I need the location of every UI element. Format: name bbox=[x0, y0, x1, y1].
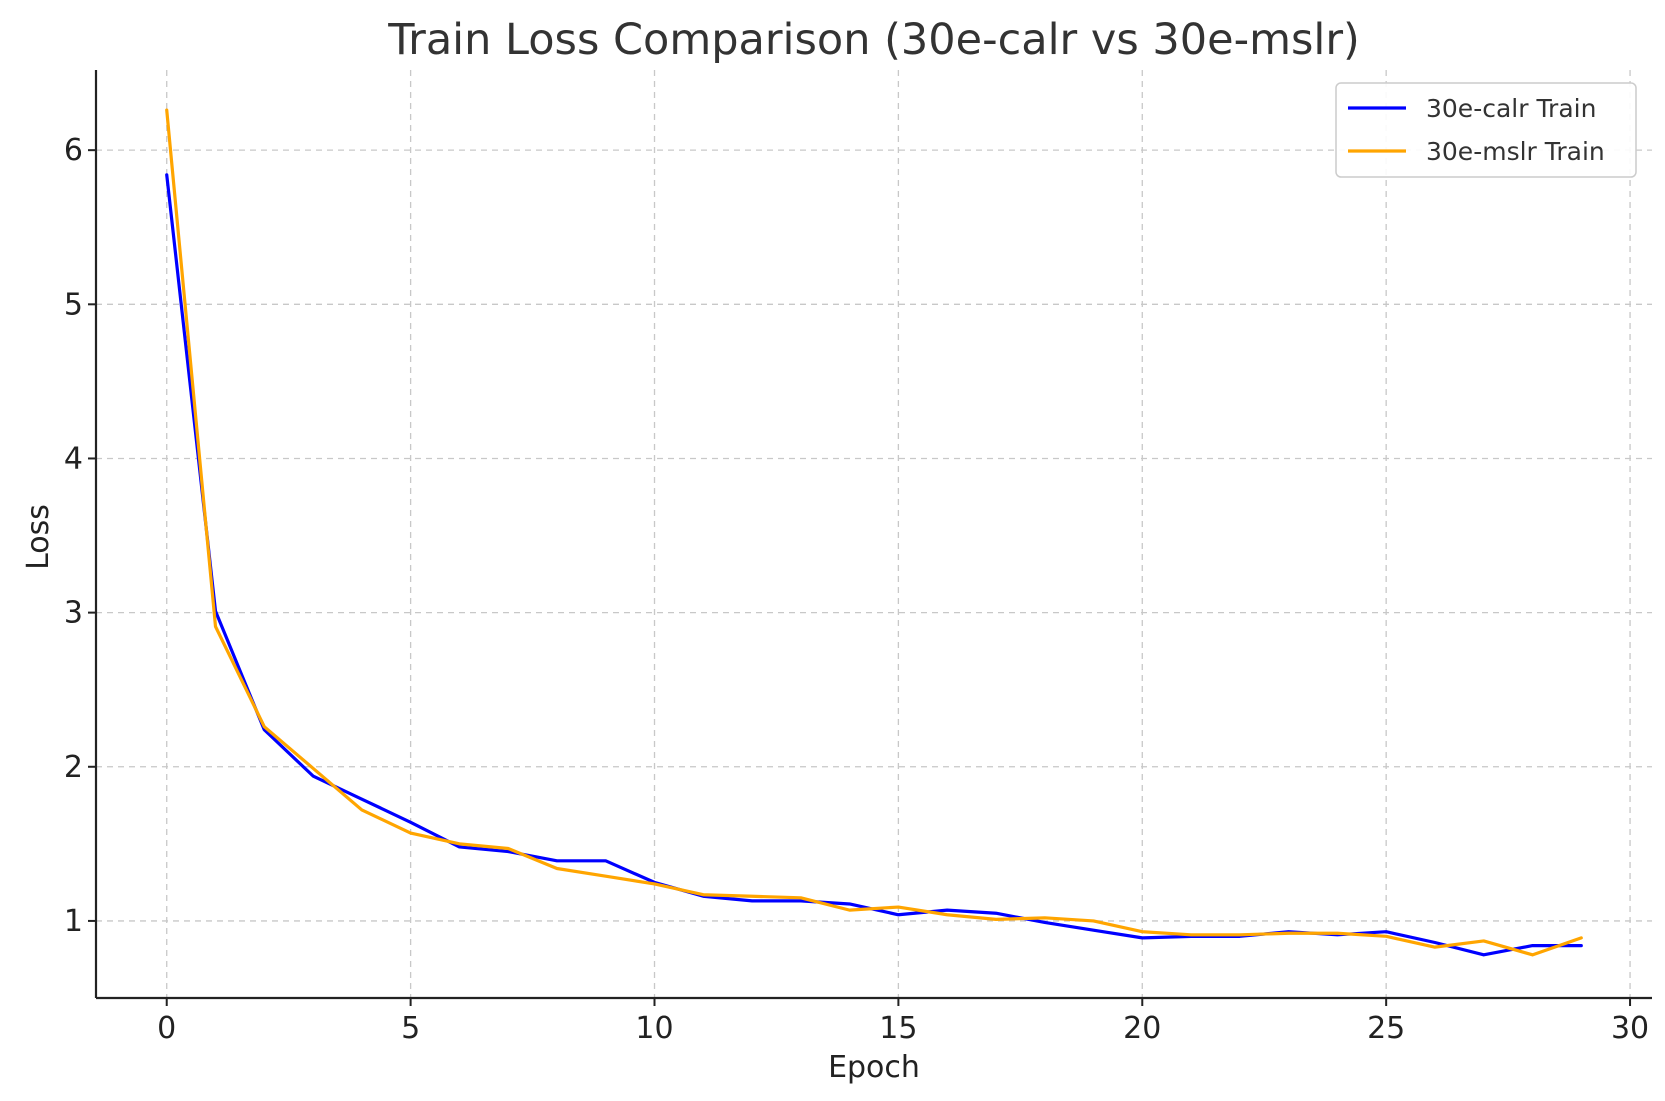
chart-title: Train Loss Comparison (30e-calr vs 30e-m… bbox=[387, 15, 1360, 65]
x-tick-label: 15 bbox=[879, 1011, 917, 1046]
y-tick-label: 1 bbox=[64, 904, 83, 939]
x-tick-label: 0 bbox=[157, 1011, 176, 1046]
series-line-2 bbox=[165, 108, 1583, 957]
legend-entry-label: 30e-calr Train bbox=[1426, 94, 1596, 123]
y-tick-label: 6 bbox=[64, 133, 83, 168]
legend-entry-label: 30e-mslr Train bbox=[1426, 137, 1605, 166]
x-tick-label: 25 bbox=[1367, 1011, 1405, 1046]
axes: 0 5 10 15 20 25 30 1 2 3 4 5 6 bbox=[64, 70, 1652, 1046]
y-tick-label: 4 bbox=[64, 441, 83, 476]
y-tick-label: 3 bbox=[64, 596, 83, 631]
y-tick-label: 5 bbox=[64, 287, 83, 322]
series-line-1 bbox=[165, 173, 1583, 957]
grid bbox=[96, 70, 1652, 998]
series-lines bbox=[165, 108, 1583, 957]
y-tick-label: 2 bbox=[64, 750, 83, 785]
x-axis-label: Epoch bbox=[828, 1050, 920, 1085]
x-tick-label: 5 bbox=[401, 1011, 420, 1046]
legend-frame bbox=[1335, 82, 1637, 178]
legend: 30e-calr Train 30e-mslr Train bbox=[1335, 82, 1637, 178]
x-tick-label: 20 bbox=[1123, 1011, 1161, 1046]
x-tick-label: 30 bbox=[1611, 1011, 1649, 1046]
x-tick-label: 10 bbox=[635, 1011, 673, 1046]
y-axis-label: Loss bbox=[21, 504, 56, 570]
